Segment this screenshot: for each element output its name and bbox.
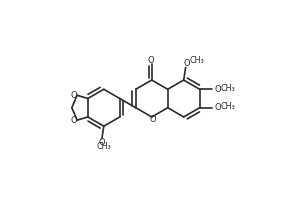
Text: O: O (215, 103, 221, 112)
Text: O: O (70, 116, 77, 125)
Text: CH₃: CH₃ (220, 102, 235, 111)
Text: CH₃: CH₃ (97, 142, 111, 151)
Text: O: O (149, 115, 156, 124)
Text: O: O (147, 56, 154, 65)
Text: CH₃: CH₃ (190, 56, 205, 65)
Text: O: O (98, 138, 105, 147)
Text: O: O (70, 91, 77, 100)
Text: CH₃: CH₃ (220, 84, 235, 93)
Text: O: O (215, 85, 221, 94)
Text: O: O (183, 59, 190, 68)
